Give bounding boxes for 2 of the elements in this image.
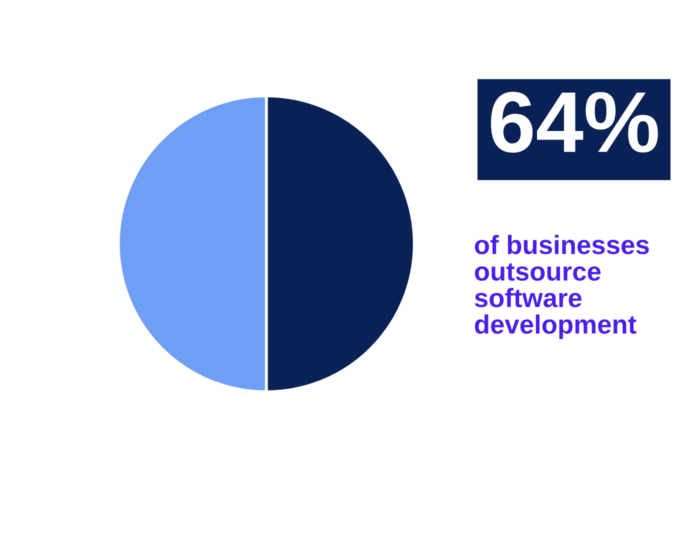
text: 64% [490,92,658,153]
text: of businesses outsource software development [474,234,649,340]
